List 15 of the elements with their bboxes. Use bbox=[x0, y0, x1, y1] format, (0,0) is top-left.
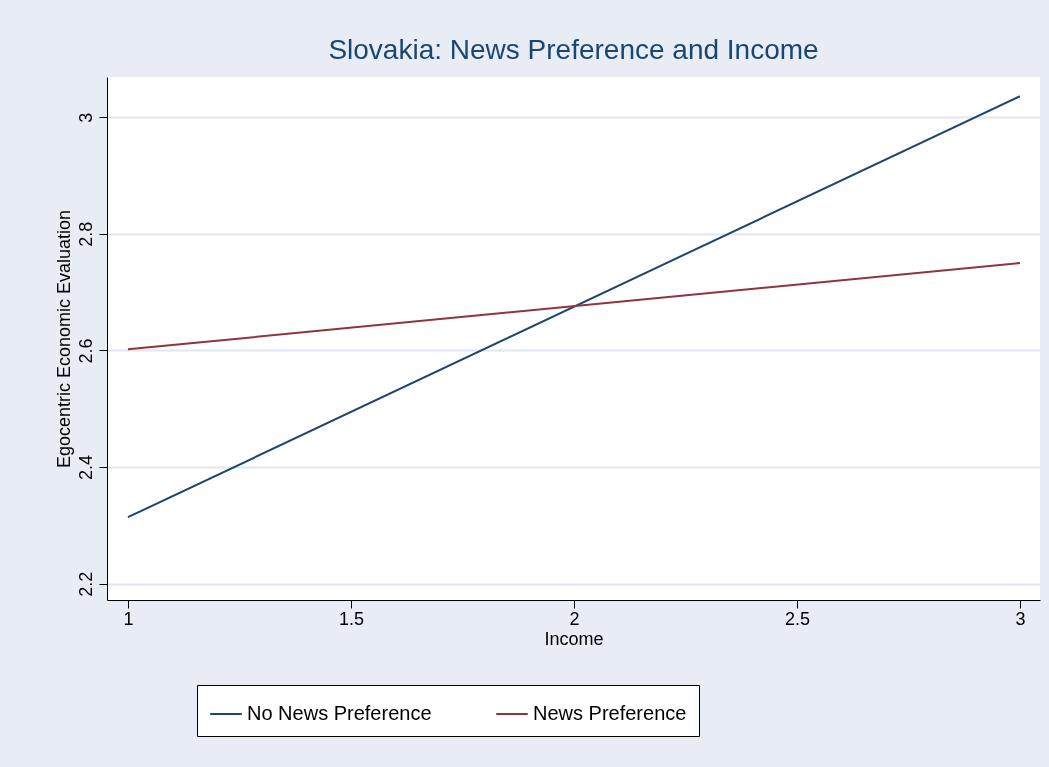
y-tick-label: 2.4 bbox=[75, 455, 96, 481]
x-axis-title: Income bbox=[544, 628, 604, 649]
x-tick-label: 2 bbox=[569, 608, 580, 629]
legend-label: News Preference bbox=[533, 702, 687, 724]
x-tick-label: 3 bbox=[1015, 608, 1026, 629]
legend-label: No News Preference bbox=[247, 702, 432, 724]
y-axis-title: Egocentric Economic Evaluation bbox=[53, 209, 74, 469]
y-tick-label: 2.6 bbox=[75, 338, 96, 364]
chart-title: Slovakia: News Preference and Income bbox=[328, 34, 819, 65]
y-tick-label: 2.8 bbox=[75, 221, 96, 247]
x-tick-label: 1.5 bbox=[338, 608, 364, 629]
x-tick-label: 1 bbox=[123, 608, 134, 629]
y-tick-label: 2.2 bbox=[75, 571, 96, 597]
x-tick-label: 2.5 bbox=[784, 608, 810, 629]
y-tick-label: 3 bbox=[75, 112, 96, 123]
